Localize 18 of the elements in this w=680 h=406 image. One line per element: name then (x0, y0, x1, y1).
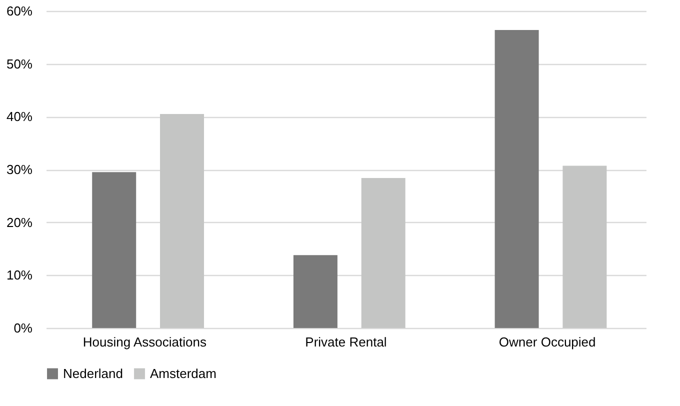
legend-label: Amsterdam (150, 366, 216, 381)
x-tick-label: Housing Associations (82, 334, 207, 350)
x-tick-label: Private Rental (305, 334, 387, 350)
y-tick-label: 20% (6, 214, 33, 230)
bar (562, 166, 607, 328)
y-tick-label: 10% (6, 268, 33, 283)
bar (494, 30, 539, 328)
y-tick-label: 0% (14, 320, 33, 336)
y-tick-label: 50% (6, 56, 33, 72)
bar (92, 172, 136, 328)
x-tick-label: Owner Occupied (498, 334, 596, 350)
legend-label: Nederland (63, 366, 123, 381)
y-tick-label: 40% (6, 109, 33, 124)
y-tick-label: 30% (6, 162, 33, 177)
y-tick-label: 60% (6, 4, 33, 18)
bar (293, 255, 338, 328)
bar (160, 114, 204, 328)
bar (361, 178, 406, 328)
